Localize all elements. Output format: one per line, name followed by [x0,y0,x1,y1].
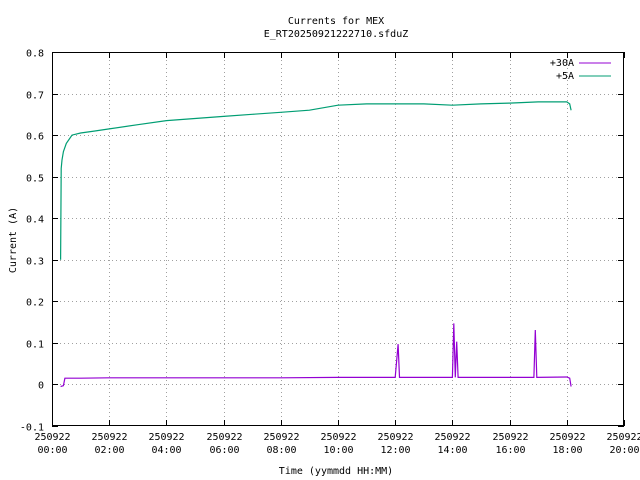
y-axis-label: Current (A) [8,207,19,273]
x-tick-label-date: 250922 [492,432,528,443]
x-axis-ticks: 250922 00:00 250922 02:00 250922 04:00 250922 0… [34,52,640,456]
chart-title: Currents for MEX [288,16,384,27]
legend-label-5a: +5A [556,71,574,82]
x-tick-label-date: 250922 [91,432,127,443]
x-tick-label-time: 02:00 [94,445,124,456]
x-tick-label-time: 16:00 [495,445,525,456]
x-tick-label-date: 250922 [377,432,413,443]
grid-lines [52,52,624,426]
series-line-30a [60,323,572,388]
x-tick-label-date: 250922 [34,432,70,443]
x-tick-label-date: 250922 [549,432,585,443]
legend: +30A +5A [550,58,611,82]
x-tick-label-date: 250922 [320,432,356,443]
y-tick-label: 0.8 [26,49,44,60]
y-tick-label: 0.7 [26,91,44,102]
x-axis-label: Time (yymmdd HH:MM) [279,466,393,477]
series-lines [60,101,572,388]
x-tick-label-date: 250922 [206,432,242,443]
x-tick-label-date: 250922 [263,432,299,443]
x-tick-label-time: 12:00 [380,445,410,456]
y-tick-label: 0.6 [26,132,44,143]
x-tick-label-time: 06:00 [209,445,239,456]
y-tick-label: 0.3 [26,257,44,268]
x-tick-label-time: 08:00 [266,445,296,456]
y-tick-label: 0.2 [26,298,44,309]
series-line-5a [60,101,572,260]
x-tick-label-date: 250922 [606,432,640,443]
x-tick-label-date: 250922 [434,432,470,443]
x-tick-label-time: 20:00 [609,445,639,456]
y-tick-label: -0.1 [20,423,44,434]
x-tick-label-time: 18:00 [552,445,582,456]
y-tick-label: 0 [38,381,44,392]
x-tick-label-time: 14:00 [437,445,467,456]
y-tick-label: 0.4 [26,215,44,226]
x-tick-label-time: 00:00 [37,445,67,456]
x-tick-label-time: 10:00 [323,445,353,456]
plot-frame [52,52,624,426]
x-tick-label-time: 04:00 [151,445,181,456]
legend-item-30a: +30A [550,58,611,69]
legend-item-5a: +5A [556,71,611,82]
y-tick-label: 0.5 [26,174,44,185]
legend-label-30a: +30A [550,58,574,69]
x-tick-label-date: 250922 [148,432,184,443]
y-axis-ticks: -0.1 0 0.1 0.2 0.3 0.4 0.5 0.6 0.7 0.8 [20,49,624,434]
y-tick-label: 0.1 [26,340,44,351]
chart-subtitle: E_RT20250921222710.sfduZ [264,29,409,40]
